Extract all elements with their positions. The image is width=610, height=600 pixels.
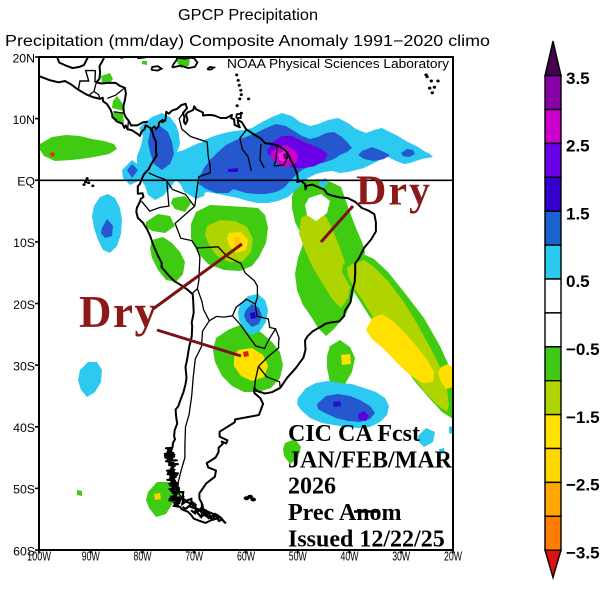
svg-text:EQ: EQ <box>17 175 35 189</box>
svg-text:1.5: 1.5 <box>566 204 590 223</box>
svg-text:10S: 10S <box>13 236 35 250</box>
svg-text:90W: 90W <box>82 550 100 564</box>
svg-text:40W: 40W <box>341 550 359 564</box>
svg-text:40S: 40S <box>13 421 35 435</box>
svg-text:Precipitation (mm/day) Compo: Precipitation (mm/day) Composite Anomaly… <box>5 33 490 50</box>
svg-text:GPCP Precipitation: GPCP Precipitation <box>178 7 318 24</box>
svg-text:30S: 30S <box>13 359 35 373</box>
svg-text:50S: 50S <box>13 483 35 497</box>
svg-text:2.5: 2.5 <box>566 137 590 156</box>
svg-text:60W: 60W <box>237 550 255 564</box>
svg-text:20S: 20S <box>13 298 35 312</box>
svg-text:80W: 80W <box>134 550 152 564</box>
svg-text:3.5: 3.5 <box>566 69 590 88</box>
svg-text:−2.5: −2.5 <box>566 476 600 495</box>
svg-text:0.5: 0.5 <box>566 272 590 291</box>
svg-text:30W: 30W <box>392 550 410 564</box>
svg-text:Dry: Dry <box>356 169 432 215</box>
svg-text:−3.5: −3.5 <box>566 543 600 562</box>
svg-text:−1.5: −1.5 <box>566 408 600 427</box>
svg-text:Issued 12/22/25: Issued 12/22/25 <box>288 526 445 552</box>
svg-text:CIC CA Fcst: CIC CA Fcst <box>288 421 420 447</box>
svg-text:2026: 2026 <box>288 474 336 500</box>
svg-text:70W: 70W <box>185 550 203 564</box>
svg-text:−0.5: −0.5 <box>566 340 600 359</box>
svg-text:50W: 50W <box>289 550 307 564</box>
svg-text:20W: 20W <box>444 550 462 564</box>
svg-text:60S: 60S <box>13 544 35 558</box>
svg-text:100W: 100W <box>27 550 51 564</box>
svg-text:NOAA Physical Sciences Labo: NOAA Physical Sciences Laboratory <box>227 57 450 71</box>
svg-text:Dry: Dry <box>79 287 158 337</box>
svg-text:JAN/FEB/MAR: JAN/FEB/MAR <box>288 447 453 473</box>
svg-text:Prec Anom: Prec Anom <box>288 500 402 526</box>
svg-text:20N: 20N <box>12 51 35 65</box>
svg-text:10N: 10N <box>12 113 35 127</box>
